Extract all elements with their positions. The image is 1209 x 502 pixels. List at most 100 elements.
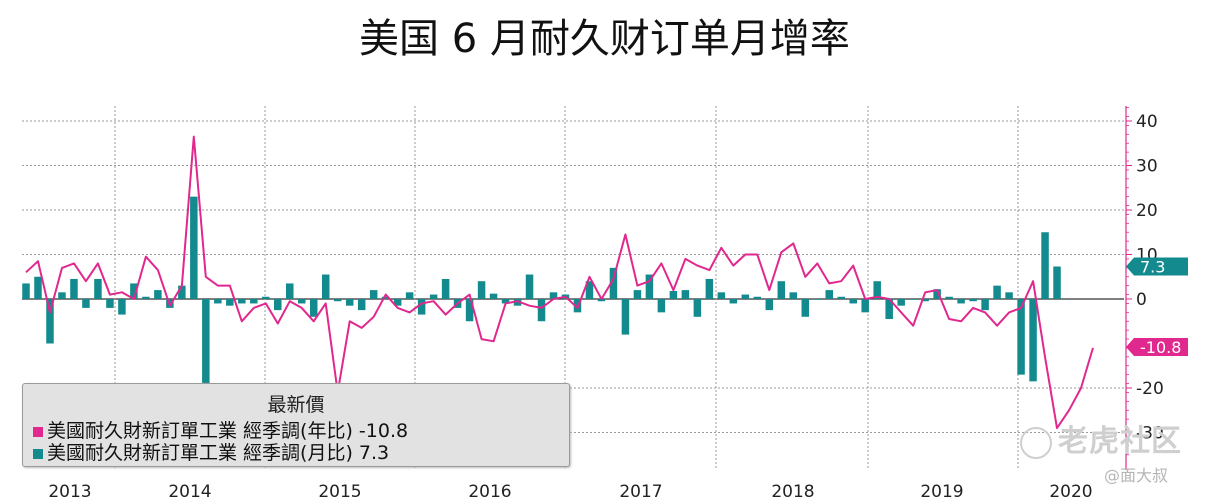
tiger-logo-icon xyxy=(1020,426,1052,459)
bar xyxy=(202,299,210,384)
bar xyxy=(585,281,594,299)
bar xyxy=(549,292,558,299)
bar xyxy=(897,299,905,306)
bar xyxy=(417,299,426,315)
bar xyxy=(262,296,270,299)
x-tick-label: 2013 xyxy=(48,482,91,502)
bar xyxy=(825,290,833,299)
y-tick-label: -20 xyxy=(1136,379,1164,399)
y-tick-label: 30 xyxy=(1136,157,1158,177)
bar xyxy=(393,299,402,306)
y-tick-label: 40 xyxy=(1136,112,1158,132)
bar xyxy=(106,299,114,308)
x-axis: 2013 2014 2015 2016 2017 2018 2019 2020 xyxy=(48,482,1092,502)
bar xyxy=(873,281,881,299)
bar xyxy=(226,299,234,306)
yoy-latest-marker xyxy=(1126,338,1188,357)
bar xyxy=(909,299,917,300)
bar xyxy=(681,290,690,299)
y-tick-label: -30 xyxy=(1136,424,1164,444)
bar xyxy=(597,299,606,302)
bar xyxy=(669,290,678,299)
bar xyxy=(813,299,822,300)
bar xyxy=(46,299,54,344)
bar xyxy=(297,299,306,304)
x-tick-label: 2020 xyxy=(1049,482,1092,502)
bar xyxy=(238,299,246,304)
bar xyxy=(705,278,714,299)
bar xyxy=(981,299,989,311)
yoy-line xyxy=(25,135,1094,430)
bar xyxy=(633,290,642,299)
bar xyxy=(621,299,630,335)
bar xyxy=(645,274,654,299)
bar xyxy=(945,296,953,299)
yoy-latest-marker-label: -10.8 xyxy=(1140,338,1181,357)
watermark-text: 老虎社区 xyxy=(1058,424,1182,459)
bar xyxy=(969,299,977,302)
page-title: 美国 6 月耐久财订单月增率 xyxy=(359,16,850,62)
bar xyxy=(82,299,90,308)
bar xyxy=(765,299,774,311)
bar xyxy=(885,299,893,320)
bar xyxy=(34,276,42,299)
bar xyxy=(286,283,294,299)
bar xyxy=(1053,266,1061,299)
bar xyxy=(489,293,498,299)
bar xyxy=(789,292,798,299)
bar xyxy=(1017,299,1025,375)
mom-latest-marker xyxy=(1126,257,1188,276)
bar xyxy=(717,292,726,299)
legend-label-yoy: 美國耐久財新訂單工業 經季調(年比) -10.8 xyxy=(47,420,409,442)
line-series xyxy=(25,135,1094,430)
bar xyxy=(465,299,474,322)
bar xyxy=(801,299,810,317)
bar xyxy=(777,281,786,299)
bar xyxy=(837,296,845,299)
bar xyxy=(345,299,354,306)
bar xyxy=(357,299,366,311)
legend-item-yoy: 美國耐久財新訂單工業 經季調(年比) -10.8 xyxy=(33,416,408,443)
bar xyxy=(861,299,869,313)
bar xyxy=(921,299,929,302)
bar xyxy=(1005,292,1013,299)
x-tick-label: 2015 xyxy=(318,482,361,502)
bar xyxy=(993,285,1001,299)
y-tick-label: 20 xyxy=(1136,201,1158,221)
bar xyxy=(190,196,198,299)
x-tick-label: 2017 xyxy=(619,482,662,502)
bar xyxy=(657,299,666,313)
bar xyxy=(741,294,750,299)
legend: 最新價 美國耐久財新訂單工業 經季調(年比) -10.8 美國耐久財新訂單工業 … xyxy=(22,383,570,467)
bar xyxy=(1041,232,1049,299)
x-tick-label: 2014 xyxy=(168,482,211,502)
bar xyxy=(130,283,138,299)
bar xyxy=(849,299,857,304)
bar xyxy=(429,294,438,299)
legend-item-mom: 美國耐久財新訂單工業 經季調(月比) 7.3 xyxy=(33,438,389,465)
watermark: 老虎社区 xyxy=(1020,416,1182,460)
bar xyxy=(118,299,126,315)
bar xyxy=(381,296,390,299)
x-tick-label: 2018 xyxy=(771,482,814,502)
bar-series xyxy=(22,196,1061,384)
bar xyxy=(142,296,150,299)
bar xyxy=(441,278,450,299)
bar xyxy=(693,299,702,317)
bar xyxy=(513,299,522,306)
bar xyxy=(501,299,510,304)
bar xyxy=(70,278,78,299)
legend-swatch-mom xyxy=(33,448,43,459)
bar xyxy=(369,290,378,299)
bar xyxy=(957,299,965,304)
bar xyxy=(753,296,762,299)
mom-latest-marker-label: 7.3 xyxy=(1140,258,1165,277)
bar xyxy=(309,299,318,317)
bar xyxy=(250,299,258,304)
bar xyxy=(729,299,738,304)
bar xyxy=(154,290,162,299)
x-tick-label: 2019 xyxy=(920,482,963,502)
bar xyxy=(333,299,342,302)
bar xyxy=(537,299,546,322)
